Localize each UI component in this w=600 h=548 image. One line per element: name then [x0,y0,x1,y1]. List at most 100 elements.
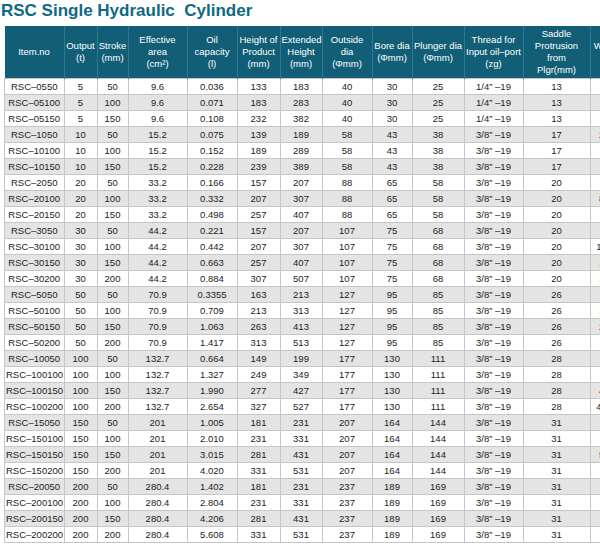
cell-outside: 127 [322,287,372,303]
cell-item: RSC–150150 [5,447,65,463]
cell-plunger: 111 [412,399,464,415]
cell-oil: 4.020 [187,463,237,479]
cell-output: 10 [64,127,97,143]
spec-sheet-page: RSC Single Hydraulic Cylinder Item.noOut… [0,0,600,548]
column-header-oil: Oil capacity (l) [187,26,237,79]
table-row: RSC–1501501501502013.0152814312071641443… [5,447,600,463]
cell-thread: 3/8” –19 [464,383,523,399]
cell-extended: 527 [280,399,322,415]
cell-extended: 349 [280,367,322,383]
cell-area: 280.4 [128,495,187,511]
cell-bore: 189 [372,479,412,495]
table-row: RSC–2005020050280.41.4021812312371891693… [5,479,600,495]
cell-oil: 5.608 [187,527,237,543]
cell-extended: 431 [280,447,322,463]
cell-stroke: 100 [97,191,128,207]
cell-bore: 43 [372,143,412,159]
cell-plunger: 144 [412,415,464,431]
table-row: RSC–1005010050132.70.6641491991771301113… [5,351,600,367]
cell-outside: 88 [322,207,372,223]
table-row: RSC–100100100100132.71.32724934917713011… [5,367,600,383]
cell-oil: 0.108 [187,111,237,127]
table-row: RSC–100150100150132.71.99027742717713011… [5,383,600,399]
cell-output: 30 [64,223,97,239]
cell-height: 263 [237,319,280,335]
cell-thread: 3/8” –19 [464,463,523,479]
cell-extended: 389 [280,159,322,175]
cell-thread: 3/8” –19 [464,127,523,143]
cell-saddle: 28 [523,383,590,399]
cell-item: RSC–20100 [5,191,65,207]
cell-output: 30 [64,271,97,287]
cell-item: RSC–05100 [5,95,65,111]
cell-oil: 0.166 [187,175,237,191]
cell-saddle: 20 [523,271,590,287]
cell-thread: 3/8” –19 [464,495,523,511]
table-row: RSC–200150200150280.44.20628143123718916… [5,511,600,527]
cell-height: 257 [237,255,280,271]
header-row: Item.noOutput (t)Stroke (mm)Effective ar… [5,26,600,79]
table-row: RSC–0515051509.60.1082323824030251/4” –1… [5,111,600,127]
cell-extended: 283 [280,95,322,111]
cell-saddle: 13 [523,95,590,111]
cell-output: 150 [64,463,97,479]
table-row: RSC–201502015033.20.4982574078865583/8” … [5,207,600,223]
cell-plunger: 85 [412,287,464,303]
cell-output: 100 [64,383,97,399]
cell-bore: 189 [372,495,412,511]
cell-stroke: 50 [97,479,128,495]
cell-plunger: 68 [412,223,464,239]
cell-stroke: 50 [97,287,128,303]
cell-thread: 1/4” –19 [464,111,523,127]
cell-stroke: 150 [97,111,128,127]
cell-weight [590,79,600,95]
cell-item: RSC–15050 [5,415,65,431]
table-row: RSC–501005010070.90.70921331312795853/8”… [5,303,600,319]
cell-output: 30 [64,255,97,271]
cell-area: 44.2 [128,255,187,271]
cell-item: RSC–30150 [5,255,65,271]
cell-outside: 237 [322,495,372,511]
cell-oil: 0.709 [187,303,237,319]
cell-area: 44.2 [128,239,187,255]
table-row: RSC–200100200100280.42.80423133123718916… [5,495,600,511]
cell-thread: 3/8” –19 [464,511,523,527]
cell-outside: 177 [322,367,372,383]
table-row: RSC–1501001501002012.0102313312071641443… [5,431,600,447]
cell-oil: 1.327 [187,367,237,383]
cell-thread: 3/8” –19 [464,175,523,191]
cell-saddle: 20 [523,239,590,255]
table-row: RSC–201002010033.20.3322073078865583/8” … [5,191,600,207]
cell-weight [590,463,600,479]
cell-thread: 3/8” –19 [464,239,523,255]
cell-outside: 127 [322,335,372,351]
cell-stroke: 200 [97,527,128,543]
cell-oil: 0.3355 [187,287,237,303]
cell-stroke: 100 [97,239,128,255]
cell-outside: 127 [322,303,372,319]
cell-oil: 1.402 [187,479,237,495]
cell-stroke: 200 [97,271,128,287]
cell-thread: 3/8” –19 [464,191,523,207]
cell-outside: 237 [322,527,372,543]
cell-extended: 183 [280,79,322,95]
column-header-extended: Extended Height (mm) [280,26,322,79]
cell-extended: 382 [280,111,322,127]
cell-saddle: 20 [523,207,590,223]
cell-plunger: 144 [412,463,464,479]
cell-extended: 427 [280,383,322,399]
cell-bore: 30 [372,111,412,127]
cell-weight: 56.9 [590,447,600,463]
cell-outside: 177 [322,351,372,367]
cell-height: 231 [237,431,280,447]
cell-extended: 231 [280,415,322,431]
cell-area: 15.2 [128,143,187,159]
cell-extended: 331 [280,431,322,447]
cell-bore: 164 [372,415,412,431]
cell-saddle: 26 [523,319,590,335]
cell-height: 157 [237,223,280,239]
cell-output: 200 [64,527,97,543]
cell-oil: 0.498 [187,207,237,223]
column-header-saddle: Saddle Protrusion from Plgr(mm) [523,26,590,79]
cell-plunger: 169 [412,479,464,495]
